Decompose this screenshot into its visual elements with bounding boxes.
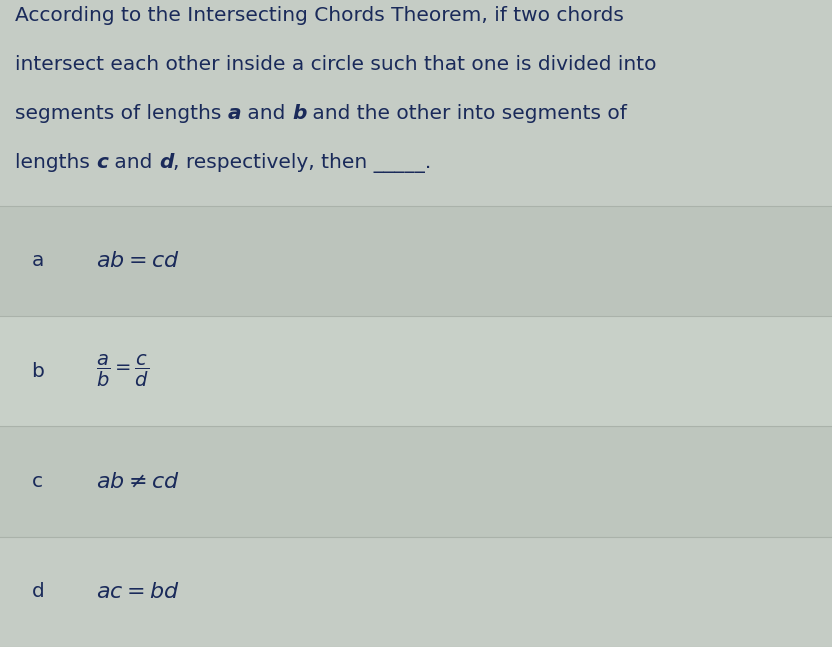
Text: lengths: lengths (15, 153, 97, 173)
Text: c: c (97, 153, 108, 173)
Text: , respectively, then _____.: , respectively, then _____. (173, 153, 432, 173)
Text: c: c (32, 472, 42, 491)
Text: According to the Intersecting Chords Theorem, if two chords: According to the Intersecting Chords The… (15, 6, 624, 25)
Text: segments of lengths: segments of lengths (15, 104, 228, 124)
Text: b: b (292, 104, 306, 124)
Text: and: and (241, 104, 292, 124)
Text: b: b (32, 362, 44, 380)
Text: a: a (228, 104, 241, 124)
FancyBboxPatch shape (0, 426, 832, 537)
Text: and: and (108, 153, 159, 173)
Text: and the other into segments of: and the other into segments of (306, 104, 627, 124)
Text: $\dfrac{a}{b} = \dfrac{c}{d}$: $\dfrac{a}{b} = \dfrac{c}{d}$ (96, 353, 149, 389)
Text: $ab = cd$: $ab = cd$ (96, 251, 179, 271)
Text: intersect each other inside a circle such that one is divided into: intersect each other inside a circle suc… (15, 56, 656, 74)
FancyBboxPatch shape (0, 316, 832, 426)
Text: $ac = bd$: $ac = bd$ (96, 582, 179, 602)
Text: $ab \neq cd$: $ab \neq cd$ (96, 472, 179, 492)
FancyBboxPatch shape (0, 206, 832, 316)
Text: d: d (32, 582, 44, 601)
Text: a: a (32, 252, 44, 270)
FancyBboxPatch shape (0, 537, 832, 647)
Text: d: d (159, 153, 173, 173)
